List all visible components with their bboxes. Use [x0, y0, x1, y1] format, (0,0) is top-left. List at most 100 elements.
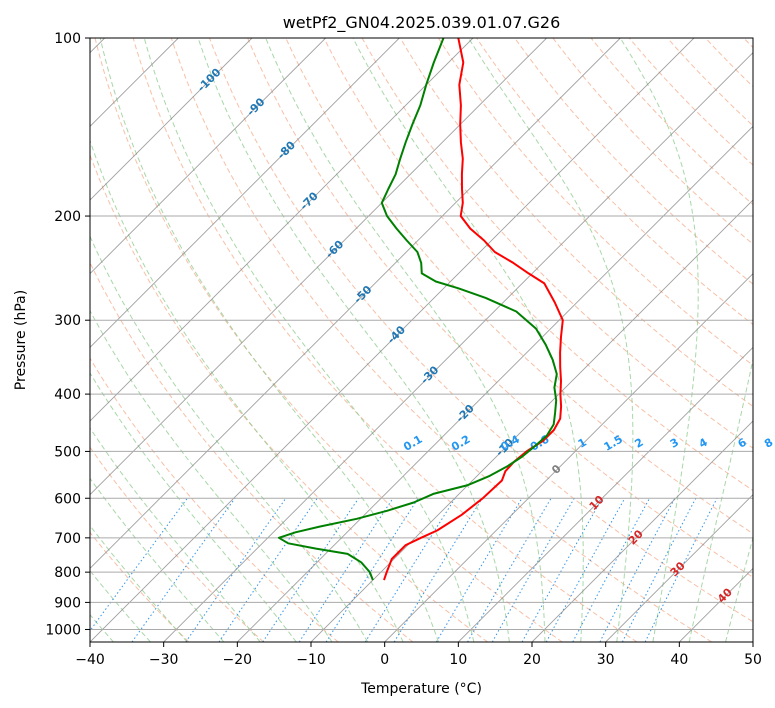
y-axis-ticks: 100 200 300 400 500 600 700 800 900 1000	[45, 31, 90, 638]
isotherm	[237, 125, 753, 642]
x-tick-label: 50	[744, 652, 762, 668]
mixing-ratio-label: 2	[632, 436, 645, 451]
x-tick-label: −10	[296, 652, 326, 668]
dewpoint-line	[277, 38, 558, 581]
mixing-ratio-line	[435, 498, 523, 642]
moist-adiabat	[90, 235, 369, 642]
isotherm	[531, 420, 753, 642]
dry-adiabat	[590, 38, 753, 206]
mixing-ratio-line	[298, 498, 394, 642]
moist-adiabat-label: -40	[385, 323, 408, 346]
moist-adiabat	[0, 38, 76, 642]
y-tick-label: 800	[54, 565, 81, 581]
moist-adiabat-label: -60	[323, 237, 346, 260]
mixing-ratio-line	[131, 498, 236, 642]
dry-adiabat	[743, 38, 753, 49]
dry-adiabat	[361, 38, 753, 449]
moist-adiabat-label: -90	[244, 95, 267, 118]
moist-adiabat	[688, 356, 753, 642]
moist-adiabat	[90, 139, 404, 642]
dry-adiabat	[94, 38, 563, 642]
dry-adiabat	[399, 38, 753, 408]
x-tick-label: 40	[670, 652, 688, 668]
isotherm	[90, 38, 547, 496]
x-axis-ticks: −40 −30 −20 −10 0 10 20 30 40 50	[75, 642, 762, 668]
y-axis-label: Pressure (hPa)	[13, 290, 29, 390]
dry-adiabat	[90, 531, 190, 642]
y-tick-label: 200	[54, 209, 81, 225]
moist-adiabat	[265, 38, 546, 642]
moist-adiabat-label: -70	[298, 189, 321, 212]
moist-adiabat-label: 0	[549, 462, 564, 477]
dry-adiabat	[170, 38, 712, 642]
dry-adiabat	[552, 38, 753, 245]
moist-adiabat	[90, 477, 225, 642]
isotherm	[90, 38, 695, 642]
dry-adiabat	[132, 38, 638, 642]
dry-adiabat	[667, 38, 753, 127]
y-tick-label: 600	[54, 491, 81, 507]
mixing-ratio-line	[621, 498, 697, 642]
dry-adiabat	[90, 357, 339, 642]
moist-adiabat	[90, 309, 333, 642]
x-tick-label: −40	[75, 652, 105, 668]
moist-adiabat	[197, 38, 510, 642]
moist-adiabat	[90, 427, 261, 642]
mixing-ratio-line	[364, 498, 456, 642]
dry-adiabat	[437, 38, 753, 366]
dry-adiabat	[209, 38, 753, 623]
mixing-ratio-line	[393, 498, 483, 642]
x-tick-label: 20	[523, 652, 541, 668]
isotherm	[90, 38, 326, 275]
moist-adiabat	[619, 38, 699, 642]
moist-adiabat-label: -80	[275, 138, 298, 161]
moist-adiabat	[99, 38, 439, 642]
x-tick-label: −30	[149, 652, 179, 668]
dry-adiabat	[323, 38, 753, 492]
moist-adiabat-label: -50	[351, 283, 374, 306]
isotherm	[679, 567, 753, 642]
temperature-line	[383, 38, 564, 581]
profile-series	[277, 38, 564, 581]
isotherm	[163, 52, 753, 642]
mixing-ratio-label: 1.5	[602, 433, 625, 454]
x-tick-label: 30	[597, 652, 615, 668]
mixing-ratio-label: 8	[762, 436, 775, 451]
isotherm	[90, 38, 474, 422]
mixing-ratio-line	[90, 498, 188, 632]
dry-adiabat	[90, 446, 264, 642]
x-axis-label: Temperature (°C)	[360, 681, 482, 697]
mixing-ratio-label: 0.1	[401, 433, 424, 454]
isotherm	[605, 494, 753, 642]
dry-adiabat	[705, 38, 753, 88]
mixing-ratio-label: 0.2	[449, 433, 472, 454]
isotherm	[90, 38, 621, 569]
moist-adiabat	[143, 38, 475, 642]
dry-adiabat	[247, 38, 753, 578]
mixing-ratio-line	[185, 498, 287, 642]
mixing-ratio-label: 0.4	[498, 432, 522, 453]
isotherm	[458, 346, 753, 642]
moist-adiabat-label: -30	[418, 363, 441, 386]
dry-adiabat	[90, 261, 414, 642]
mixing-ratio-line	[218, 498, 318, 642]
dry-adiabat	[90, 153, 488, 642]
x-tick-label: −20	[223, 652, 253, 668]
isotherm	[90, 38, 253, 201]
mixing-ratio-line	[644, 498, 718, 642]
mixing-ratio-line	[325, 498, 419, 642]
y-tick-label: 500	[54, 444, 81, 460]
isotherm	[90, 38, 400, 348]
moist-adiabat	[352, 38, 584, 642]
mixing-ratio-line	[545, 498, 626, 642]
moist-adiabat	[468, 38, 634, 642]
isotherm	[384, 273, 753, 642]
y-tick-label: 300	[54, 313, 81, 329]
y-tick-label: 400	[54, 387, 81, 403]
mixing-ratio-label: 6	[736, 435, 749, 450]
x-tick-label: 10	[449, 652, 467, 668]
moist-adiabat-label: -100	[195, 66, 224, 95]
x-tick-label: 0	[380, 652, 389, 668]
mixing-ratio-label: 3	[668, 436, 681, 451]
y-tick-label: 900	[54, 595, 81, 611]
